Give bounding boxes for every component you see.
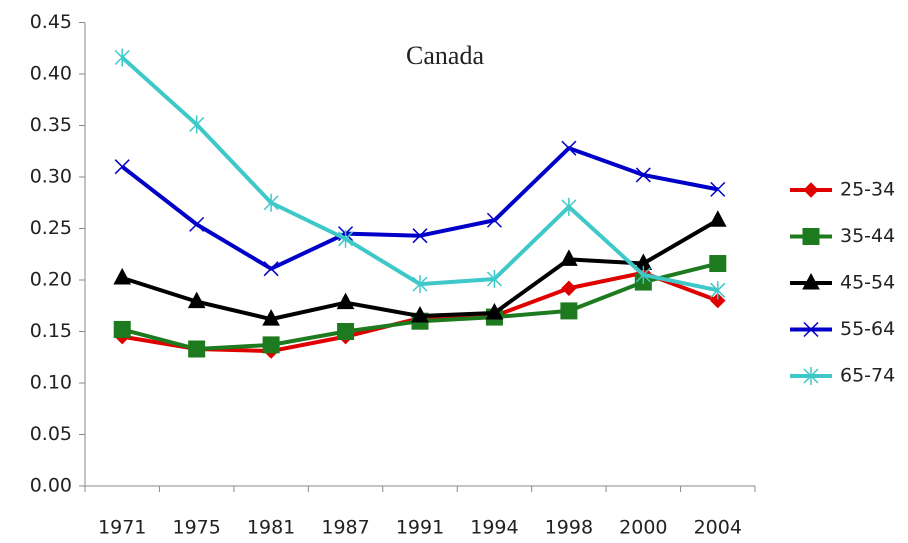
x-tick-label: 1981 [247,517,295,539]
data-point [709,255,727,273]
marker-shape [710,181,726,197]
data-point [560,249,578,266]
marker-shape [188,340,206,358]
x-tick-label: 1991 [396,517,444,539]
data-point [337,323,355,340]
data-point [411,305,429,323]
x-tick-label: 1994 [470,517,518,539]
data-point [187,291,206,309]
y-tick-label: 0.20 [30,269,72,291]
marker-shape [113,267,132,285]
y-tick-label: 0.05 [30,423,72,445]
data-point [262,309,280,326]
data-point [189,216,205,232]
marker-shape [411,305,429,323]
data-point [561,197,577,216]
marker-shape [803,321,819,338]
data-point [188,340,206,358]
data-point [485,302,504,320]
data-point [561,280,577,296]
y-tick-label: 0.00 [30,475,72,497]
marker-shape [710,292,726,309]
x-tick-label: 1971 [98,517,146,539]
data-point [486,212,502,228]
marker-shape [560,249,578,266]
x-tick-label: 2004 [694,517,742,539]
chart-title: Canada [406,41,484,70]
data-point [486,269,502,288]
y-tick-label: 0.45 [30,11,72,33]
series-line [120,146,719,271]
data-point [263,193,279,212]
marker-shape [803,182,819,198]
marker-shape [263,261,279,277]
marker-shape [113,320,131,338]
marker-shape [708,210,727,227]
legend-marker [803,321,819,338]
marker-shape [709,255,727,273]
data-point [412,275,428,294]
legend-marker [803,182,819,198]
data-point [710,281,726,300]
marker-shape [337,323,355,340]
x-tick-label: 2000 [619,517,667,539]
legend-label: 45-54 [840,272,895,294]
x-tick-label: 1998 [545,517,593,539]
legend-marker [803,367,819,385]
data-point [113,320,131,338]
legend-marker [802,272,820,290]
marker-shape [336,292,355,310]
marker-shape [561,280,577,296]
marker-shape [560,302,578,320]
marker-shape [802,272,820,290]
marker-shape [262,336,280,354]
marker-shape [802,228,820,245]
data-point [635,265,651,284]
data-point [263,261,279,277]
data-point [560,302,578,320]
x-tick-label: 1987 [321,517,369,539]
data-point [114,48,130,67]
y-tick-label: 0.35 [30,114,72,136]
marker-shape [486,212,502,228]
data-point [336,292,355,310]
x-tick-label: 1975 [172,517,220,539]
data-point [113,267,132,285]
y-tick-label: 0.40 [30,63,72,85]
data-point [262,336,280,354]
y-tick-label: 0.15 [30,320,72,342]
data-point [114,159,130,175]
legend-label: 35-44 [840,225,895,247]
legend-label: 25-34 [840,179,895,201]
data-point [561,140,577,156]
data-point [338,229,354,248]
y-tick-label: 0.25 [30,217,72,239]
data-point [189,115,205,134]
marker-shape [189,216,205,232]
data-point [710,292,726,309]
data-point [710,181,726,197]
data-point [708,210,727,227]
y-tick-label: 0.10 [30,372,72,394]
marker-shape [187,291,206,309]
legend-label: 65-74 [840,365,895,387]
legend-marker [802,228,820,245]
y-tick-label: 0.30 [30,166,72,188]
marker-shape [262,309,280,326]
marker-shape [412,228,428,244]
marker-shape [635,167,651,183]
data-point [635,167,651,183]
marker-shape [561,140,577,156]
data-point [412,228,428,244]
marker-shape [114,159,130,175]
series-line [120,56,719,293]
marker-shape [485,302,504,320]
legend-label: 55-64 [840,318,895,340]
